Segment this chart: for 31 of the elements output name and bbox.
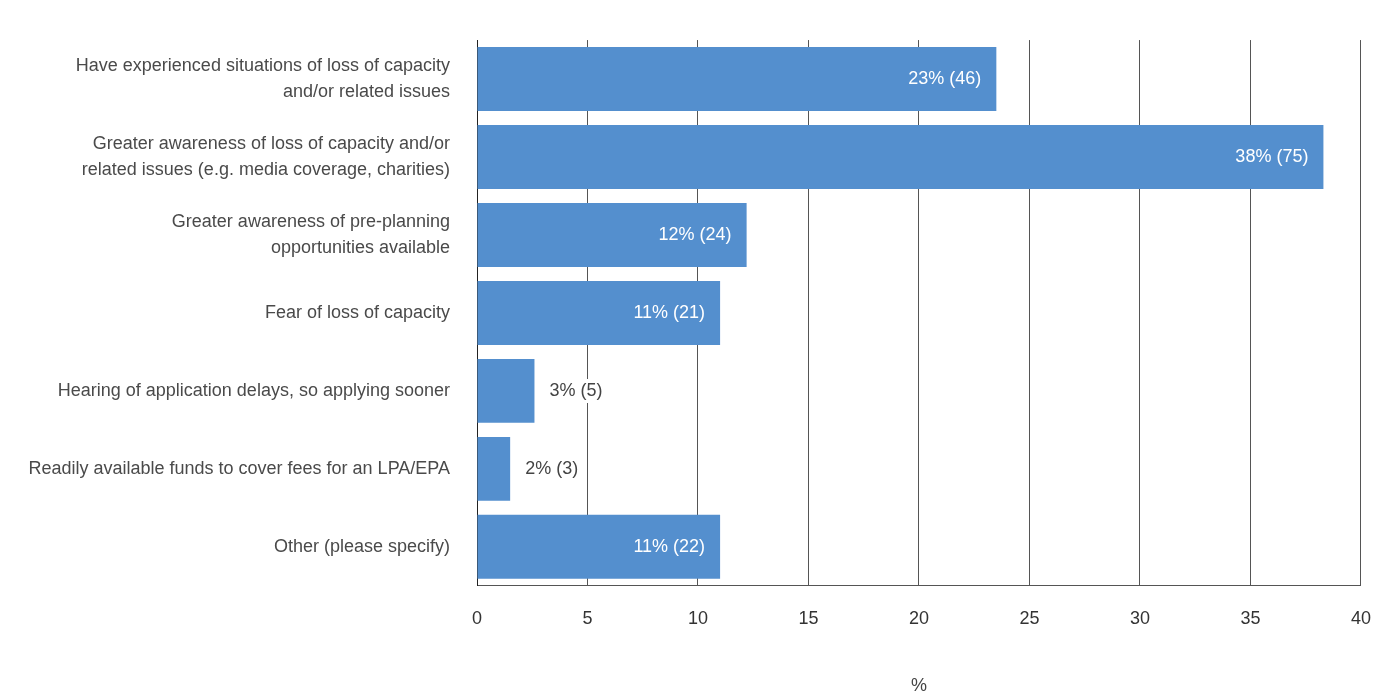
bar [477,125,1324,189]
data-label: 23% (46) [908,68,982,88]
x-tick-label: 15 [798,607,819,628]
y-tick-label: Other (please specify) [273,535,450,556]
bar [477,514,721,579]
x-tick-label: 5 [582,607,593,628]
x-tick-label: 35 [1240,607,1261,628]
x-tick-label: 20 [908,607,930,628]
x-tick-label: 40 [1350,607,1371,628]
data-label: 2% (3) [525,457,579,478]
y-tick-label: Hearing of application delays, so applying sooner [57,379,450,400]
bar [477,203,747,267]
data-label: 3% (5) [549,379,603,400]
y-tick-label: Greater awareness of pre-planning opportunities available [171,210,450,257]
x-tick-label: 10 [687,607,709,628]
x-axis-title: % [910,675,927,696]
data-label: 11% (21) [633,301,706,322]
data-label: 12% (24) [658,223,732,244]
x-tick-label: 0 [471,607,483,628]
y-tick-label: Greater awareness of loss of capacity and/or related issues (e.g. media coverage, charities) [81,132,450,180]
bar [477,47,997,111]
data-label: 38% (75) [1235,145,1309,166]
y-tick-label: Have experienced situations of loss of capacity and/or related issues [75,54,450,102]
x-tick-label: 25 [1019,607,1040,628]
y-tick-label: Fear of loss of capacity [264,301,450,322]
y-tick-label: Readily available funds to cover fees for an LPA/EPA [28,457,450,478]
data-label: 11% (22) [633,535,706,556]
bar [477,436,511,501]
bar [477,358,535,423]
bar [477,280,721,345]
x-tick-label: 30 [1129,607,1151,628]
